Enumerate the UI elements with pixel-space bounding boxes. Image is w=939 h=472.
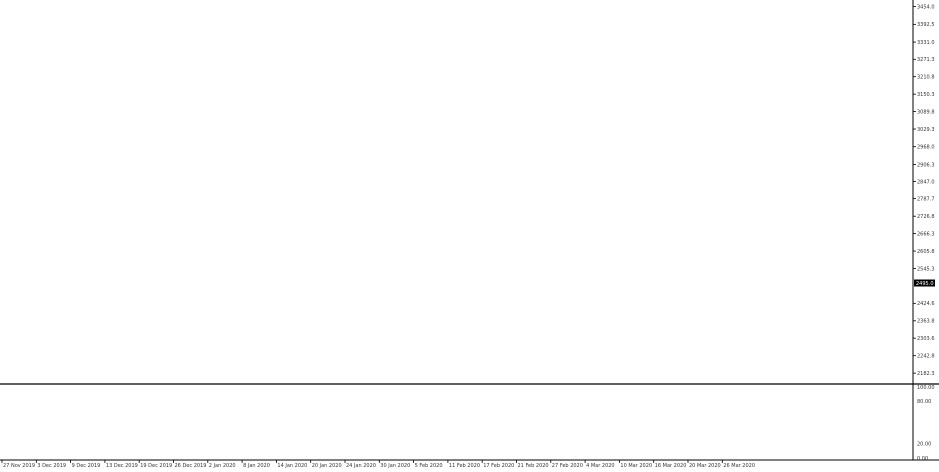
oscillator-tick-label: 20.00	[917, 442, 931, 448]
price-tick-label: 2605.8	[917, 249, 935, 255]
date-tick-label: 9 Dec 2019	[72, 463, 101, 469]
price-tick-label: 2847.0	[917, 179, 935, 185]
date-tick-label: 30 Jan 2020	[380, 463, 410, 469]
date-tick-label: 27 Nov 2019	[3, 463, 35, 469]
price-tick-label: 2906.3	[917, 162, 935, 168]
date-tick-label: 2 Jan 2020	[209, 463, 236, 469]
price-tick-label: 2666.3	[917, 231, 935, 237]
oscillator-tick-label: 0.00	[917, 456, 928, 462]
price-tick-label: 3089.8	[917, 109, 935, 115]
price-tick-label: 2545.3	[917, 266, 935, 272]
price-tick-label: 3392.5	[917, 22, 935, 28]
date-tick-label: 16 Mar 2020	[655, 463, 687, 469]
date-tick-label: 27 Feb 2020	[552, 463, 583, 469]
date-tick-label: 20 Mar 2020	[689, 463, 721, 469]
date-tick-label: 26 Mar 2020	[723, 463, 755, 469]
price-tick-label: 2726.8	[917, 214, 935, 220]
price-tick-label: 3454.0	[917, 4, 935, 10]
current-price-label: 2495.0	[916, 281, 934, 287]
price-tick-label: 2424.6	[917, 301, 935, 307]
date-tick-label: 11 Feb 2020	[449, 463, 480, 469]
oscillator-tick-label: 80.00	[917, 399, 931, 405]
price-tick-label: 2787.7	[917, 196, 935, 202]
price-tick-label: 2242.8	[917, 353, 935, 359]
price-tick-label: 3271.3	[917, 57, 935, 63]
date-tick-label: 14 Jan 2020	[277, 463, 307, 469]
price-tick-label: 3331.0	[917, 40, 935, 46]
price-tick-label: 2182.3	[917, 371, 935, 377]
price-tick-label: 3150.3	[917, 92, 935, 98]
date-tick-label: 21 Feb 2020	[518, 463, 549, 469]
date-tick-label: 3 Dec 2019	[37, 463, 66, 469]
date-tick-label: 13 Dec 2019	[106, 463, 138, 469]
price-tick-label: 3029.3	[917, 127, 935, 133]
date-tick-label: 4 Mar 2020	[586, 463, 615, 469]
price-tick-label: 2363.8	[917, 319, 935, 325]
price-tick-label: 3210.8	[917, 75, 935, 81]
date-tick-label: 8 Jan 2020	[243, 463, 270, 469]
date-tick-label: 24 Jan 2020	[346, 463, 376, 469]
price-tick-label: 2968.0	[917, 144, 935, 150]
date-tick-label: 17 Feb 2020	[483, 463, 514, 469]
current-price-tag	[914, 279, 935, 287]
oscillator-tick-label: 100.00	[917, 385, 935, 391]
date-tick-label: 10 Mar 2020	[620, 463, 652, 469]
date-tick-label: 19 Dec 2019	[140, 463, 172, 469]
date-tick-label: 20 Jan 2020	[312, 463, 342, 469]
date-tick-label: 5 Feb 2020	[415, 463, 443, 469]
date-tick-label: 26 Dec 2019	[175, 463, 207, 469]
price-tick-label: 2303.6	[917, 336, 935, 342]
